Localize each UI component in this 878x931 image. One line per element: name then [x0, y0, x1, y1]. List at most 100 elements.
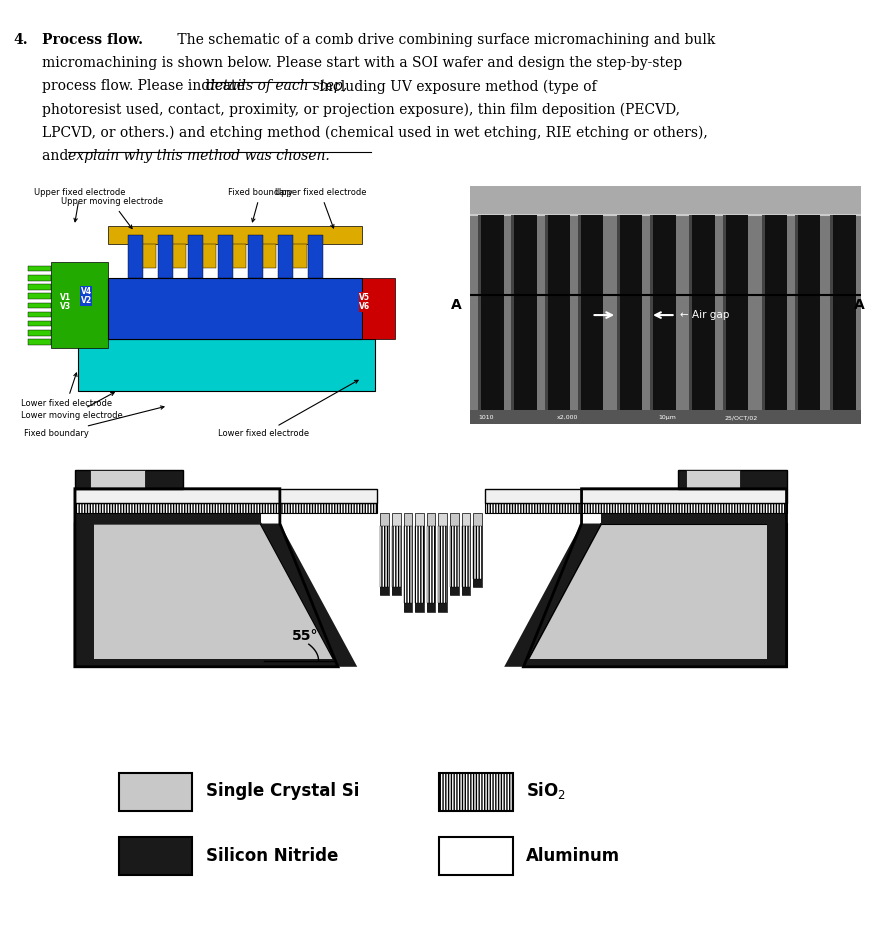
Text: LPCVD, or others.) and etching method (chemical used in wet etching, RIE etching: LPCVD, or others.) and etching method (c…	[42, 126, 707, 140]
Text: Lower fixed electrode: Lower fixed electrode	[21, 373, 112, 408]
Bar	[470, 186, 860, 215]
Polygon shape	[414, 513, 423, 612]
Polygon shape	[90, 470, 144, 489]
Polygon shape	[392, 513, 400, 595]
Polygon shape	[127, 235, 142, 277]
Polygon shape	[450, 526, 458, 587]
Text: and: and	[42, 149, 73, 163]
Text: V6: V6	[359, 302, 371, 311]
Polygon shape	[403, 513, 412, 612]
Text: V4: V4	[81, 287, 91, 296]
Polygon shape	[523, 523, 786, 667]
Text: Process flow.: Process flow.	[42, 33, 143, 47]
Polygon shape	[485, 503, 786, 513]
Polygon shape	[75, 489, 376, 503]
Polygon shape	[27, 321, 51, 327]
Bar	[511, 215, 514, 410]
Polygon shape	[75, 513, 260, 523]
Bar	[761, 215, 786, 410]
Text: Upper moving electrode: Upper moving electrode	[61, 197, 163, 229]
Polygon shape	[461, 526, 470, 587]
Bar	[829, 215, 832, 410]
Bar	[829, 215, 854, 410]
Text: 55°: 55°	[291, 629, 318, 643]
Polygon shape	[27, 339, 51, 344]
Polygon shape	[27, 312, 51, 317]
Text: Upper fixed electrode: Upper fixed electrode	[275, 188, 366, 228]
Polygon shape	[403, 603, 412, 612]
Polygon shape	[77, 339, 375, 390]
Bar	[761, 215, 764, 410]
Text: photoresist used, contact, proximity, or projection exposure), thin film deposit: photoresist used, contact, proximity, or…	[42, 102, 680, 116]
Polygon shape	[438, 603, 446, 612]
Bar	[544, 215, 569, 410]
Text: Lower fixed electrode: Lower fixed electrode	[218, 380, 357, 439]
Text: 25/OCT/02: 25/OCT/02	[723, 415, 757, 420]
Polygon shape	[277, 235, 293, 277]
Bar	[616, 215, 642, 410]
Polygon shape	[75, 658, 337, 667]
Polygon shape	[75, 470, 183, 489]
Text: V1: V1	[61, 293, 71, 302]
Polygon shape	[51, 263, 108, 348]
Bar	[722, 215, 747, 410]
Text: process flow. Please indicate: process flow. Please indicate	[42, 79, 249, 93]
Polygon shape	[27, 331, 51, 335]
Polygon shape	[201, 244, 216, 268]
Polygon shape	[485, 489, 786, 503]
Bar	[577, 215, 580, 410]
Polygon shape	[427, 603, 435, 612]
Polygon shape	[450, 587, 458, 595]
Polygon shape	[601, 513, 786, 523]
Bar	[688, 215, 692, 410]
Bar	[119, 773, 192, 811]
Bar	[439, 837, 513, 875]
Bar	[722, 215, 725, 410]
Text: 1010: 1010	[478, 415, 493, 420]
Text: including UV exposure method (type of: including UV exposure method (type of	[314, 79, 595, 93]
Polygon shape	[472, 526, 481, 579]
Polygon shape	[27, 293, 51, 299]
Polygon shape	[248, 235, 263, 277]
Bar	[650, 215, 675, 410]
Polygon shape	[461, 587, 470, 595]
Text: details of each step,: details of each step,	[205, 79, 347, 93]
Polygon shape	[218, 235, 233, 277]
Polygon shape	[403, 526, 412, 603]
Polygon shape	[427, 513, 435, 612]
Polygon shape	[75, 503, 376, 513]
Text: V3: V3	[61, 302, 71, 311]
Polygon shape	[27, 303, 51, 308]
Text: ← Air gap: ← Air gap	[679, 310, 728, 320]
Polygon shape	[75, 523, 337, 667]
Text: The schematic of a comb drive combining surface micromachining and bulk: The schematic of a comb drive combining …	[173, 33, 715, 47]
Polygon shape	[450, 513, 458, 595]
Text: 10μm: 10μm	[658, 415, 675, 420]
Bar	[616, 215, 619, 410]
Bar	[688, 215, 714, 410]
Polygon shape	[766, 523, 786, 667]
Polygon shape	[461, 513, 470, 595]
Polygon shape	[427, 526, 435, 603]
Polygon shape	[523, 658, 786, 667]
Text: Single Crystal Si: Single Crystal Si	[205, 782, 358, 800]
Text: Upper fixed electrode: Upper fixed electrode	[34, 188, 126, 222]
Text: micromachining is shown below. Please start with a SOI wafer and design the step: micromachining is shown below. Please st…	[42, 56, 681, 70]
Bar	[544, 215, 547, 410]
Text: Fixed boundary: Fixed boundary	[227, 188, 292, 222]
Polygon shape	[27, 276, 51, 280]
Polygon shape	[414, 603, 423, 612]
Polygon shape	[27, 284, 51, 290]
Text: explain why this method was chosen.: explain why this method was chosen.	[68, 149, 329, 163]
Polygon shape	[678, 470, 786, 489]
Polygon shape	[504, 523, 601, 667]
Bar	[794, 215, 797, 410]
Polygon shape	[472, 513, 481, 587]
Polygon shape	[392, 526, 400, 587]
Text: A: A	[853, 298, 864, 313]
Polygon shape	[27, 266, 51, 272]
Text: Fixed boundary: Fixed boundary	[25, 406, 164, 439]
Polygon shape	[414, 526, 423, 603]
Text: x2,000: x2,000	[556, 415, 577, 420]
Polygon shape	[108, 277, 361, 339]
